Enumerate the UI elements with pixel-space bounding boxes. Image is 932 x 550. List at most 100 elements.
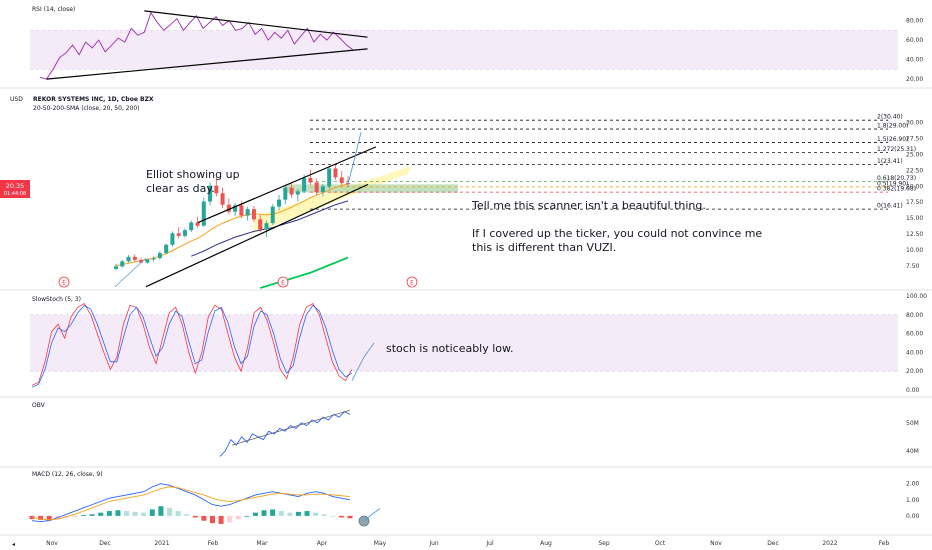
macd-histogram-bar bbox=[167, 507, 173, 516]
candle-body bbox=[339, 177, 344, 184]
macd-histogram-bar bbox=[132, 511, 138, 516]
candle-body bbox=[120, 261, 125, 267]
panel-separators bbox=[0, 87, 932, 536]
rsi-trendlines bbox=[46, 10, 368, 80]
rsi-title: RSI (14, close) bbox=[32, 6, 75, 13]
sma-lines bbox=[115, 183, 349, 289]
time-tick-label: Oct bbox=[655, 540, 666, 547]
time-axis[interactable]: Nov Dec 2021 Feb Mar Apr May Jun Jul Aug Sep Oct Nov… bbox=[46, 540, 889, 547]
price-tick-label: 20.00 bbox=[906, 183, 923, 190]
note-stoch: stoch is noticeably low. bbox=[386, 342, 514, 355]
stoch-tick-label: 20.00 bbox=[906, 368, 923, 375]
time-tick-label: Jun bbox=[428, 540, 439, 547]
macd-histogram-bar bbox=[261, 510, 267, 516]
rsi-band bbox=[30, 30, 898, 70]
obv-tick-label: 40M bbox=[906, 448, 919, 455]
candle-body bbox=[245, 209, 250, 216]
macd-histogram-bar bbox=[218, 515, 224, 524]
fib-label: 0(16.41) bbox=[877, 203, 903, 210]
stoch-lines bbox=[31, 302, 353, 388]
rsi-tick-label: 60.00 bbox=[906, 37, 923, 44]
macd-histogram-bar bbox=[235, 515, 241, 520]
macd-histogram-bar bbox=[98, 512, 104, 516]
sma-200-line bbox=[259, 256, 349, 289]
macd-panel[interactable]: MACD (12, 26, close, 9) 2.00 1.00 0.00 bbox=[29, 471, 920, 527]
fib-label: 0.5(19.90) bbox=[877, 180, 908, 187]
macd-histogram-bar bbox=[295, 511, 301, 516]
fib-label: 0.618(20.73) bbox=[877, 175, 916, 182]
macd-line bbox=[31, 483, 351, 522]
price-panel[interactable]: USD REKOR SYSTEMS INC, 1D, Cboe BZX 20-5… bbox=[0, 96, 923, 289]
time-tick-label: Nov bbox=[710, 540, 722, 547]
rsi-axis: 80.00 60.00 40.00 20.00 bbox=[906, 18, 923, 84]
time-tick-label: Dec bbox=[99, 540, 111, 547]
macd-histogram-bar bbox=[347, 515, 353, 519]
price-tick-label: 15.00 bbox=[906, 215, 923, 222]
macd-projection-arrow bbox=[363, 508, 381, 522]
macd-histogram-bar bbox=[158, 506, 164, 516]
candle-body bbox=[251, 209, 256, 220]
sma-20-line bbox=[115, 183, 349, 267]
macd-lines bbox=[31, 483, 351, 522]
earnings-markers[interactable]: E E E bbox=[58, 276, 418, 288]
macd-histogram-bar bbox=[209, 515, 215, 524]
price-tick-label: 30.00 bbox=[906, 120, 923, 127]
earnings-icon[interactable] bbox=[406, 276, 418, 288]
time-tick-label: Jul bbox=[485, 540, 494, 547]
macd-histogram-bar bbox=[278, 511, 284, 516]
candle-body bbox=[176, 233, 181, 236]
stoch-title: SlowStoch (5, 3) bbox=[32, 296, 81, 303]
candle-body bbox=[182, 230, 187, 236]
price-tick-label: 25.00 bbox=[906, 152, 923, 159]
candle-body bbox=[145, 259, 150, 263]
stoch-k-line bbox=[31, 302, 353, 386]
price-tick-label: 22.50 bbox=[906, 167, 923, 174]
macd-histogram bbox=[29, 506, 353, 524]
macd-histogram-bar bbox=[141, 512, 147, 516]
time-tick-label: Aug bbox=[540, 540, 552, 547]
candle-body bbox=[264, 223, 269, 230]
candle-body bbox=[320, 186, 325, 193]
timeframe-icon[interactable]: ◂ bbox=[12, 541, 15, 548]
obv-axis: 50M 40M bbox=[906, 420, 919, 455]
obv-series-line bbox=[219, 411, 351, 457]
price-tick-label: 12.50 bbox=[906, 231, 923, 238]
candle-body bbox=[214, 185, 219, 194]
candle-body bbox=[195, 222, 200, 226]
candle-body bbox=[164, 244, 169, 254]
earnings-icon[interactable] bbox=[58, 276, 70, 288]
macd-histogram-bar bbox=[304, 511, 310, 516]
candle-body bbox=[308, 178, 313, 183]
macd-histogram-bar bbox=[313, 512, 319, 516]
macd-histogram-bar bbox=[115, 510, 121, 516]
obv-panel[interactable]: OBV 50M 40M bbox=[32, 402, 919, 457]
candle-body bbox=[302, 178, 307, 192]
rsi-tick-label: 40.00 bbox=[906, 57, 923, 64]
candle-body bbox=[239, 205, 244, 216]
channel-upper-line bbox=[197, 146, 377, 224]
macd-tick-label: 1.00 bbox=[906, 497, 920, 504]
stoch-panel[interactable]: SlowStoch (5, 3) 100.00 80.00 60.00 40.00 20… bbox=[30, 293, 927, 394]
fib-label: 1.272(25.31) bbox=[877, 146, 916, 153]
price-axis: 30.00 27.50 25.00 22.50 20.00 17.50 15.00 12.50… bbox=[906, 120, 923, 270]
wave-start-line bbox=[114, 257, 147, 287]
fib-label: 1.8(29.00) bbox=[877, 123, 908, 130]
macd-tick-label: 2.00 bbox=[906, 481, 920, 488]
macd-histogram-bar bbox=[338, 515, 344, 518]
price-tick-label: 10.00 bbox=[906, 247, 923, 254]
candle-body bbox=[314, 182, 319, 193]
earnings-icon[interactable] bbox=[277, 276, 289, 288]
rsi-panel[interactable]: RSI (14, close) 80.00 60.00 40.00 20.00 bbox=[30, 6, 923, 83]
time-tick-label: Mar bbox=[256, 540, 268, 547]
time-tick-label: 2021 bbox=[154, 540, 169, 547]
stoch-tick-label: 80.00 bbox=[906, 312, 923, 319]
candle-body bbox=[220, 193, 225, 205]
stoch-axis: 100.00 80.00 60.00 40.00 20.00 0.00 bbox=[906, 293, 927, 394]
macd-histogram-bar bbox=[184, 514, 190, 516]
stoch-d-line bbox=[31, 304, 353, 388]
last-price-badge bbox=[0, 180, 30, 198]
candle-body bbox=[114, 266, 118, 269]
rsi-tick-label: 80.00 bbox=[906, 18, 923, 25]
candle-body bbox=[201, 201, 206, 226]
